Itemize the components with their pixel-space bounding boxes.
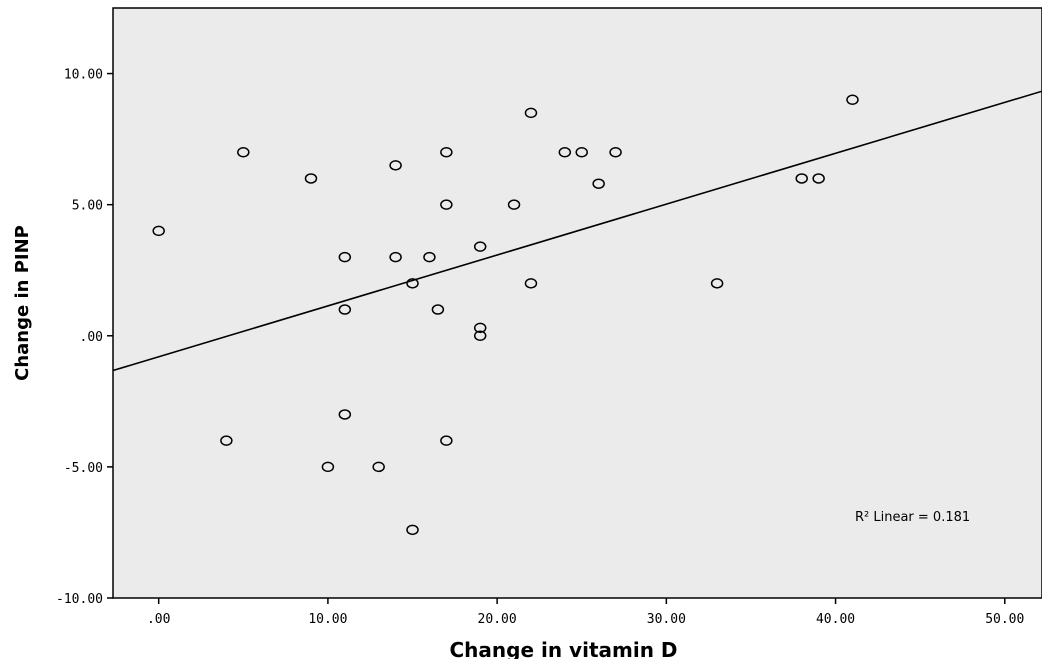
- data-point: [440, 435, 453, 446]
- x-tick-label: 20.00: [478, 612, 517, 627]
- data-point: [338, 409, 352, 420]
- data-point: [237, 146, 250, 158]
- data-point: [846, 94, 859, 106]
- data-point: [431, 304, 445, 315]
- data-point: [473, 241, 487, 252]
- r-squared-annotation: R² Linear = 0.181: [855, 510, 970, 525]
- x-tick-label: 50.00: [985, 612, 1024, 627]
- y-tick-label: .00: [80, 330, 103, 345]
- data-points: [152, 94, 859, 536]
- data-point: [389, 160, 402, 171]
- data-point: [152, 225, 165, 237]
- data-point: [558, 146, 572, 158]
- data-point: [304, 173, 318, 184]
- data-point: [406, 524, 419, 536]
- data-point: [220, 435, 233, 446]
- data-point: [406, 278, 419, 289]
- x-axis-title: Change in vitamin D: [450, 638, 678, 659]
- data-point: [795, 173, 808, 184]
- plot-area: [112, 7, 1042, 599]
- data-point: [507, 199, 521, 210]
- data-point: [575, 146, 588, 158]
- y-tick-label: 10.00: [64, 68, 103, 83]
- data-point: [338, 304, 352, 315]
- data-point: [440, 199, 453, 210]
- regression-line: [112, 90, 1042, 372]
- y-axis-title: Change in PINP: [12, 225, 33, 381]
- data-point: [372, 461, 385, 473]
- data-point: [524, 107, 538, 119]
- data-point: [812, 173, 825, 184]
- y-tick-label: -5.00: [64, 461, 103, 476]
- data-point: [524, 278, 538, 289]
- x-tick-label: 40.00: [816, 612, 855, 627]
- data-point: [321, 461, 335, 473]
- x-tick-label: 30.00: [647, 612, 686, 627]
- y-axis: 10.00 5.00 .00 -5.00 -10.00: [56, 68, 113, 607]
- data-point: [710, 278, 724, 289]
- data-point: [389, 251, 402, 263]
- data-point: [423, 251, 436, 263]
- data-point: [473, 330, 487, 342]
- data-point: [592, 178, 605, 189]
- y-tick-label: 5.00: [72, 199, 103, 214]
- data-point: [440, 146, 453, 158]
- data-point: [338, 251, 352, 263]
- x-axis: .00 10.00 20.00 30.00 40.00 50.00: [147, 598, 1024, 627]
- x-tick-label: 10.00: [308, 612, 347, 627]
- data-point: [473, 322, 487, 334]
- data-point: [609, 146, 622, 158]
- y-tick-label: -10.00: [56, 592, 103, 607]
- x-tick-label: .00: [147, 612, 170, 627]
